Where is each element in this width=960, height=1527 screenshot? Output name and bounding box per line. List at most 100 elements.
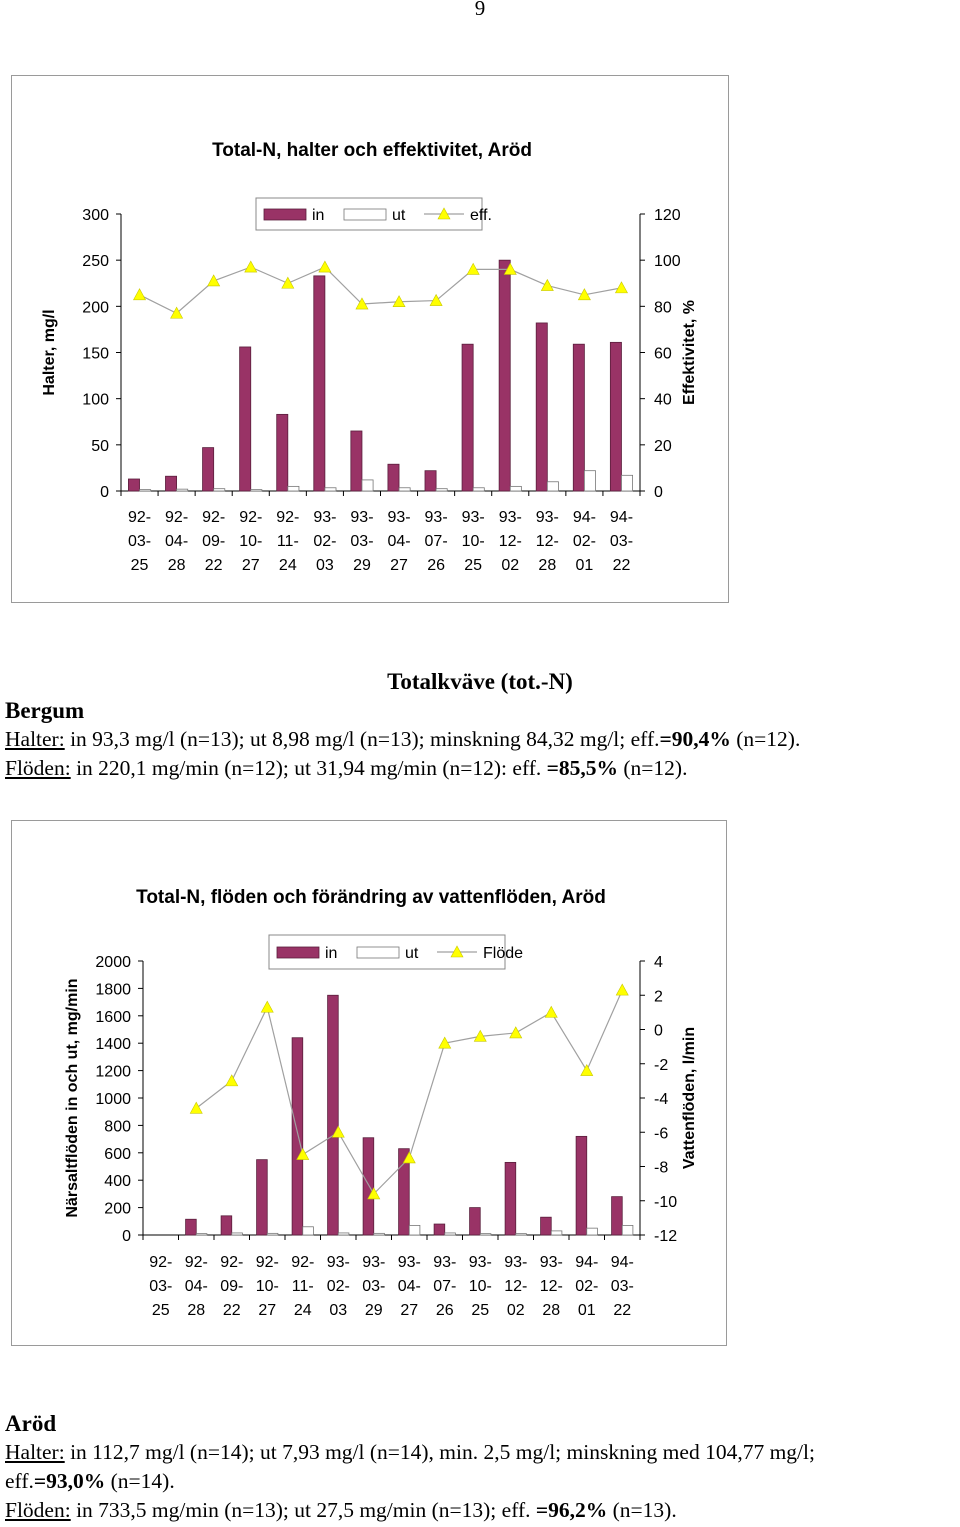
point-eff. xyxy=(207,274,221,287)
y2-tick-label: -4 xyxy=(654,1091,668,1108)
bergum-floden-tail: (n=12). xyxy=(618,756,688,780)
x-tick-label: 03 xyxy=(329,1302,347,1319)
point-Flöde xyxy=(260,1000,274,1013)
y2-tick-label: 60 xyxy=(654,346,672,363)
x-tick-label: 24 xyxy=(294,1302,312,1319)
bar-in xyxy=(202,447,215,492)
x-tick-label: 22 xyxy=(223,1302,241,1319)
x-tick-label: 25 xyxy=(471,1302,489,1319)
bar-ut xyxy=(176,488,189,492)
y-tick-label: 400 xyxy=(104,1173,131,1190)
y-tick-label: 50 xyxy=(91,438,109,455)
legend-label-ut: ut xyxy=(392,207,406,224)
x-tick-label: 93- xyxy=(425,509,448,526)
point-eff. xyxy=(281,276,295,289)
bergum-heading: Bergum xyxy=(5,698,85,723)
arod-heading: Aröd xyxy=(5,1411,57,1436)
x-tick-label: 03- xyxy=(149,1278,172,1295)
y-tick-label: 150 xyxy=(82,346,109,363)
y-tick-label: 600 xyxy=(104,1146,131,1163)
x-tick-label: 11- xyxy=(277,533,299,550)
x-tick-label: 12- xyxy=(504,1278,527,1295)
point-eff. xyxy=(133,288,147,301)
chart2-svg: Total-N, flöden och förändring av vatten… xyxy=(64,887,698,1319)
point-Flöde xyxy=(580,1063,594,1076)
legend-swatch-ut xyxy=(343,208,387,221)
x-tick-label: 11- xyxy=(292,1278,314,1295)
x-tick-label: 28 xyxy=(168,557,186,574)
x-tick-label: 93- xyxy=(313,509,336,526)
y-tick-label: 200 xyxy=(104,1201,131,1218)
point-Flöde xyxy=(331,1125,345,1138)
point-Flöde xyxy=(544,1005,558,1018)
x-tick-label: 12- xyxy=(536,533,559,550)
bergum-section: Totalkväve (tot.-N) Bergum Halter: in 93… xyxy=(5,667,955,783)
bar-ut xyxy=(621,1225,634,1236)
y-tick-label: 100 xyxy=(82,392,109,409)
bar-in xyxy=(387,463,400,492)
x-tick-label: 03- xyxy=(610,533,633,550)
bergum-floden-label: Flöden: xyxy=(5,756,71,780)
y2-tick-label: 0 xyxy=(654,1023,663,1040)
bar-ut xyxy=(337,1232,350,1236)
point-Flöde xyxy=(509,1026,523,1039)
bergum-halter-text: in 93,3 mg/l (n=13); ut 8,98 mg/l (n=13)… xyxy=(64,727,660,751)
y-tick-label: 1000 xyxy=(95,1091,131,1108)
bar-in xyxy=(504,1161,517,1236)
arod-halter-text: in 112,7 mg/l (n=14); ut 7,93 mg/l (n=14… xyxy=(64,1440,815,1464)
x-tick-label: 92- xyxy=(165,509,188,526)
x-tick-label: 28 xyxy=(542,1302,560,1319)
x-tick-label: 94- xyxy=(610,509,633,526)
y2-axis-title: Effektivitet, % xyxy=(681,300,698,405)
bar-ut xyxy=(472,487,485,492)
y-tick-label: 2000 xyxy=(95,954,131,971)
x-tick-label: 92- xyxy=(202,509,225,526)
x-tick-label: 02 xyxy=(501,557,519,574)
x-tick-label: 94- xyxy=(575,1254,598,1271)
arod-halter-line2: eff.=93,0% (n=14). xyxy=(5,1467,955,1496)
bar-in xyxy=(398,1148,410,1236)
y2-tick-label: -2 xyxy=(654,1057,668,1074)
x-tick-label: 92- xyxy=(128,509,151,526)
bar-ut xyxy=(139,489,152,492)
x-tick-label: 93- xyxy=(536,509,559,526)
x-tick-label: 94- xyxy=(573,509,596,526)
bar-ut xyxy=(550,1230,563,1236)
point-eff. xyxy=(466,262,480,275)
bar-ut xyxy=(408,1225,421,1236)
legend-swatch-ut xyxy=(356,946,400,959)
y-tick-label: 1400 xyxy=(95,1036,131,1053)
bergum-floden-line: Flöden: in 220,1 mg/min (n=12); ut 31,94… xyxy=(5,754,955,783)
y-tick-label: 200 xyxy=(82,299,109,316)
x-tick-label: 93- xyxy=(387,509,410,526)
x-tick-label: 02 xyxy=(507,1302,525,1319)
y2-tick-label: 2 xyxy=(654,988,663,1005)
arod-floden-text: in 733,5 mg/min (n=13); ut 27,5 mg/min (… xyxy=(70,1498,536,1522)
bar-in xyxy=(350,430,363,492)
bar-ut xyxy=(250,489,263,492)
y2-tick-label: 0 xyxy=(654,484,663,501)
y2-tick-label: -10 xyxy=(654,1194,677,1211)
arod-section: Aröd Halter: in 112,7 mg/l (n=14); ut 7,… xyxy=(5,1409,955,1525)
x-tick-label: 03- xyxy=(128,533,151,550)
bar-ut xyxy=(195,1233,208,1236)
y2-tick-label: -12 xyxy=(654,1228,677,1245)
bar-ut xyxy=(373,1232,385,1236)
bar-in xyxy=(575,1135,588,1236)
x-tick-label: 10- xyxy=(469,1278,492,1295)
x-tick-label: 94- xyxy=(611,1254,634,1271)
bar-ut xyxy=(287,485,300,492)
x-tick-label: 92- xyxy=(291,1254,314,1271)
x-tick-label: 02- xyxy=(575,1278,598,1295)
y2-axis-title: Vattenflöden, l/min xyxy=(681,1027,698,1169)
point-eff. xyxy=(355,297,369,310)
bar-ut xyxy=(515,1233,527,1236)
x-tick-label: 27 xyxy=(400,1302,418,1319)
x-tick-label: 04- xyxy=(398,1278,421,1295)
bergum-floden-text: in 220,1 mg/min (n=12); ut 31,94 mg/min … xyxy=(70,756,547,780)
bar-ut xyxy=(302,1226,314,1236)
y-tick-label: 1800 xyxy=(95,981,131,998)
page-number: 9 xyxy=(474,0,486,20)
legend-label-Flöde: Flöde xyxy=(483,945,523,962)
bar-ut xyxy=(435,488,448,492)
